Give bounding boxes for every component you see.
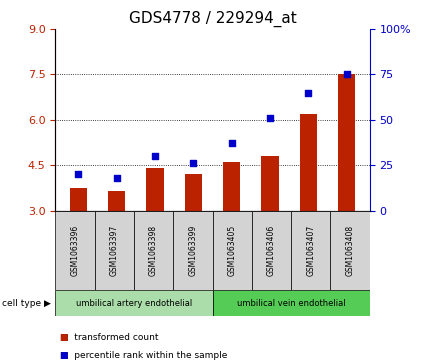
Bar bbox=[70, 188, 87, 211]
Point bbox=[152, 153, 159, 159]
Point bbox=[113, 175, 120, 181]
Text: ■: ■ bbox=[60, 351, 68, 360]
Bar bbox=[291, 211, 331, 290]
Point bbox=[343, 72, 350, 77]
Text: ■  percentile rank within the sample: ■ percentile rank within the sample bbox=[60, 351, 227, 360]
Text: GSM1063407: GSM1063407 bbox=[306, 225, 315, 276]
Text: umbilical vein endothelial: umbilical vein endothelial bbox=[237, 299, 346, 307]
Bar bbox=[212, 290, 370, 316]
Text: GSM1063406: GSM1063406 bbox=[267, 225, 276, 276]
Text: GSM1063408: GSM1063408 bbox=[346, 225, 354, 276]
Text: cell type ▶: cell type ▶ bbox=[2, 299, 51, 307]
Text: GSM1063397: GSM1063397 bbox=[110, 225, 119, 276]
Bar bbox=[223, 162, 240, 211]
Bar bbox=[338, 74, 355, 211]
Text: GSM1063405: GSM1063405 bbox=[228, 225, 237, 276]
Bar bbox=[55, 211, 94, 290]
Bar bbox=[331, 211, 370, 290]
Text: ■  transformed count: ■ transformed count bbox=[60, 333, 158, 342]
Point bbox=[75, 171, 82, 177]
Text: GDS4778 / 229294_at: GDS4778 / 229294_at bbox=[129, 11, 296, 27]
Point bbox=[228, 140, 235, 146]
Bar bbox=[173, 211, 212, 290]
Bar bbox=[108, 191, 125, 211]
Text: GSM1063396: GSM1063396 bbox=[71, 225, 79, 276]
Text: ■: ■ bbox=[60, 333, 68, 342]
Bar bbox=[252, 211, 291, 290]
Bar bbox=[212, 211, 252, 290]
Point bbox=[266, 115, 273, 121]
Text: GSM1063399: GSM1063399 bbox=[188, 225, 197, 276]
Point bbox=[190, 160, 197, 166]
Bar bbox=[300, 114, 317, 211]
Text: umbilical artery endothelial: umbilical artery endothelial bbox=[76, 299, 192, 307]
Bar bbox=[261, 156, 279, 211]
Bar bbox=[94, 211, 134, 290]
Text: GSM1063398: GSM1063398 bbox=[149, 225, 158, 276]
Bar bbox=[146, 168, 164, 211]
Point bbox=[305, 90, 312, 95]
Bar bbox=[185, 174, 202, 211]
Bar bbox=[134, 211, 173, 290]
Bar bbox=[55, 290, 212, 316]
